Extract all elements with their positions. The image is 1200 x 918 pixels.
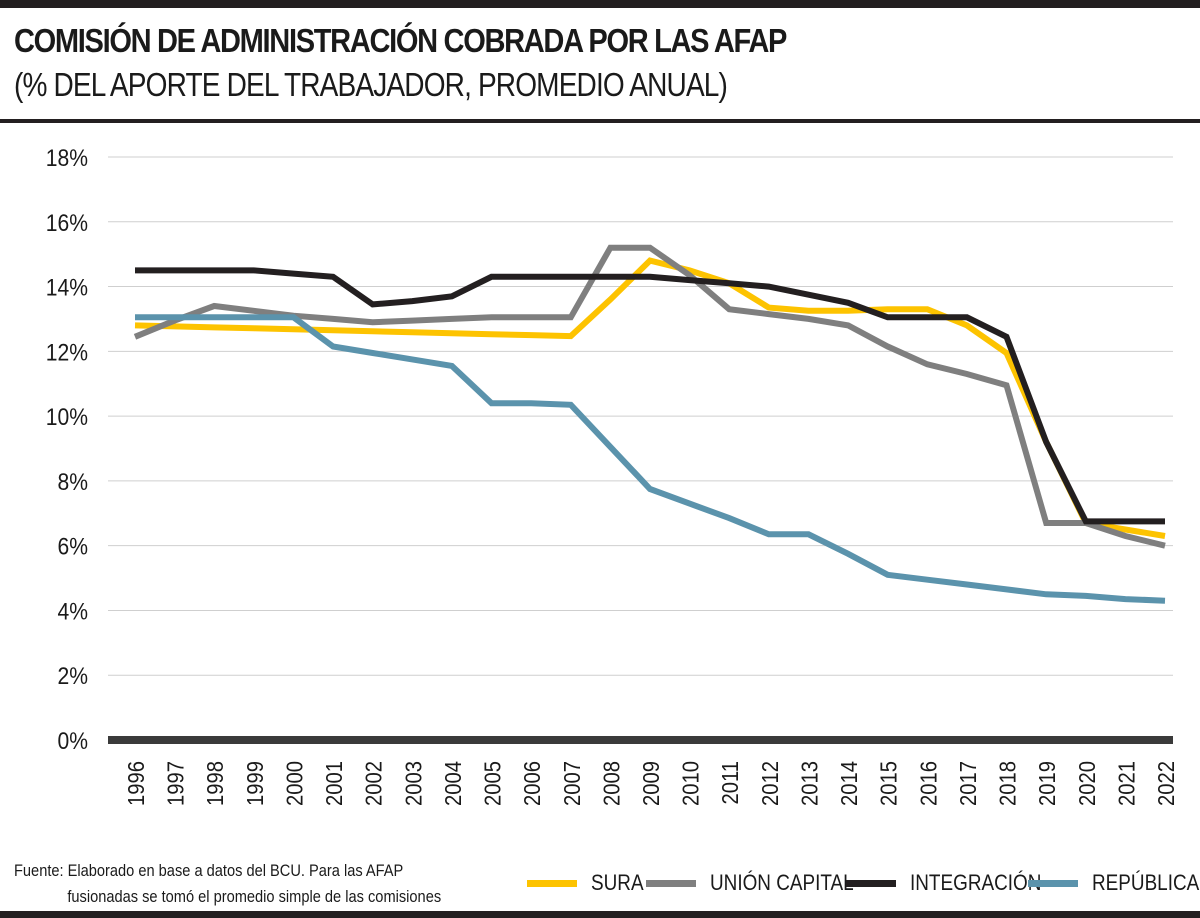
legend-item: INTEGRACIÓN: [846, 868, 1063, 898]
x-tick-label: 2022: [1153, 761, 1180, 806]
x-tick-label: 1999: [242, 761, 269, 806]
legend-swatch: [527, 879, 577, 887]
x-tick-label: 2006: [519, 761, 546, 806]
legend-swatch: [646, 879, 696, 887]
y-tick-label: 2%: [57, 663, 88, 690]
y-tick-label: 10%: [46, 404, 88, 431]
x-tick-label: 2014: [836, 761, 863, 806]
legend-label: INTEGRACIÓN: [910, 870, 1042, 895]
legend-swatch: [1028, 879, 1078, 887]
x-tick-label: 2012: [757, 761, 784, 806]
y-tick-label: 16%: [46, 210, 88, 237]
source-line-2: fusionadas se tomó el promedio simple de…: [67, 887, 442, 906]
x-tick-label: 2021: [1113, 761, 1140, 806]
x-tick-label: 1996: [123, 761, 150, 806]
x-tick-label: 2004: [440, 761, 467, 806]
x-tick-label: 2011: [717, 761, 744, 805]
y-tick-label: 4%: [57, 598, 88, 625]
header-rule: [0, 119, 1200, 123]
legend-item: SURA: [527, 868, 652, 898]
legend-item: UNIÓN CAPITAL: [646, 868, 877, 898]
series-lines: [133, 244, 1166, 604]
x-tick-label: 2000: [281, 761, 308, 806]
chart-subtitle: (% DEL APORTE DEL TRABAJADOR, PROMEDIO A…: [14, 66, 728, 103]
x-tick-label: 2007: [559, 761, 586, 806]
y-tick-label: 6%: [57, 533, 88, 560]
y-tick-label: 8%: [57, 469, 88, 496]
x-tick-label: 2013: [796, 761, 823, 806]
legend-label: REPÚBLICA: [1092, 870, 1200, 895]
y-tick-label: 0%: [57, 728, 88, 755]
x-tick-label: 2005: [479, 761, 506, 806]
legend-label: UNIÓN CAPITAL: [710, 870, 854, 895]
top-rule: [0, 0, 1200, 8]
x-tick-label: 2017: [955, 761, 982, 806]
x-tick-label: 2002: [360, 761, 387, 806]
y-tick-labels: 0% 2% 4% 6% 8% 10% 12% 14% 16% 18%: [46, 145, 88, 755]
x-tick-labels: 1996 1997 1998 1999 2000 2001 2002 2003 2004 2005…: [123, 761, 1180, 806]
gridlines: [108, 156, 1173, 744]
x-tick-label: 2018: [994, 761, 1021, 806]
y-tick-label: 18%: [46, 145, 88, 172]
x-tick-label: 2016: [915, 761, 942, 806]
series-line-integración: [135, 267, 1165, 525]
x-tick-label: 2003: [400, 761, 427, 806]
x-tick-label: 2015: [875, 761, 902, 806]
legend-label: SURA: [591, 870, 644, 895]
x-tick-label: 2010: [677, 761, 704, 806]
series-line-república: [135, 314, 1166, 604]
x-tick-label: 2020: [1074, 761, 1101, 806]
bottom-rule: [0, 911, 1200, 918]
line-chart: 0%2%4%6%8%10%12%14%16%18% 1996 1997 1998 19…: [46, 145, 1180, 806]
source-note: Fuente: Elaborado en base a datos del BC…: [14, 858, 441, 910]
series-line-unión-capital: [133, 244, 1166, 549]
x-tick-label: 2008: [598, 761, 625, 806]
source-line-1: Fuente: Elaborado en base a datos del BC…: [14, 861, 404, 880]
x-tick-label: 1997: [162, 761, 189, 806]
chart-title: COMISIÓN DE ADMINISTRACIÓN COBRADA POR L…: [14, 22, 787, 59]
legend-item: REPÚBLICA: [1028, 868, 1200, 898]
x-tick-label: 1998: [202, 761, 229, 806]
x-tick-label: 2001: [321, 761, 348, 806]
legend-swatch: [846, 879, 896, 887]
x-tick-label: 2009: [638, 761, 665, 806]
y-tick-label: 12%: [46, 339, 88, 366]
y-tick-label: 14%: [46, 274, 88, 301]
x-tick-label: 2019: [1034, 761, 1061, 806]
